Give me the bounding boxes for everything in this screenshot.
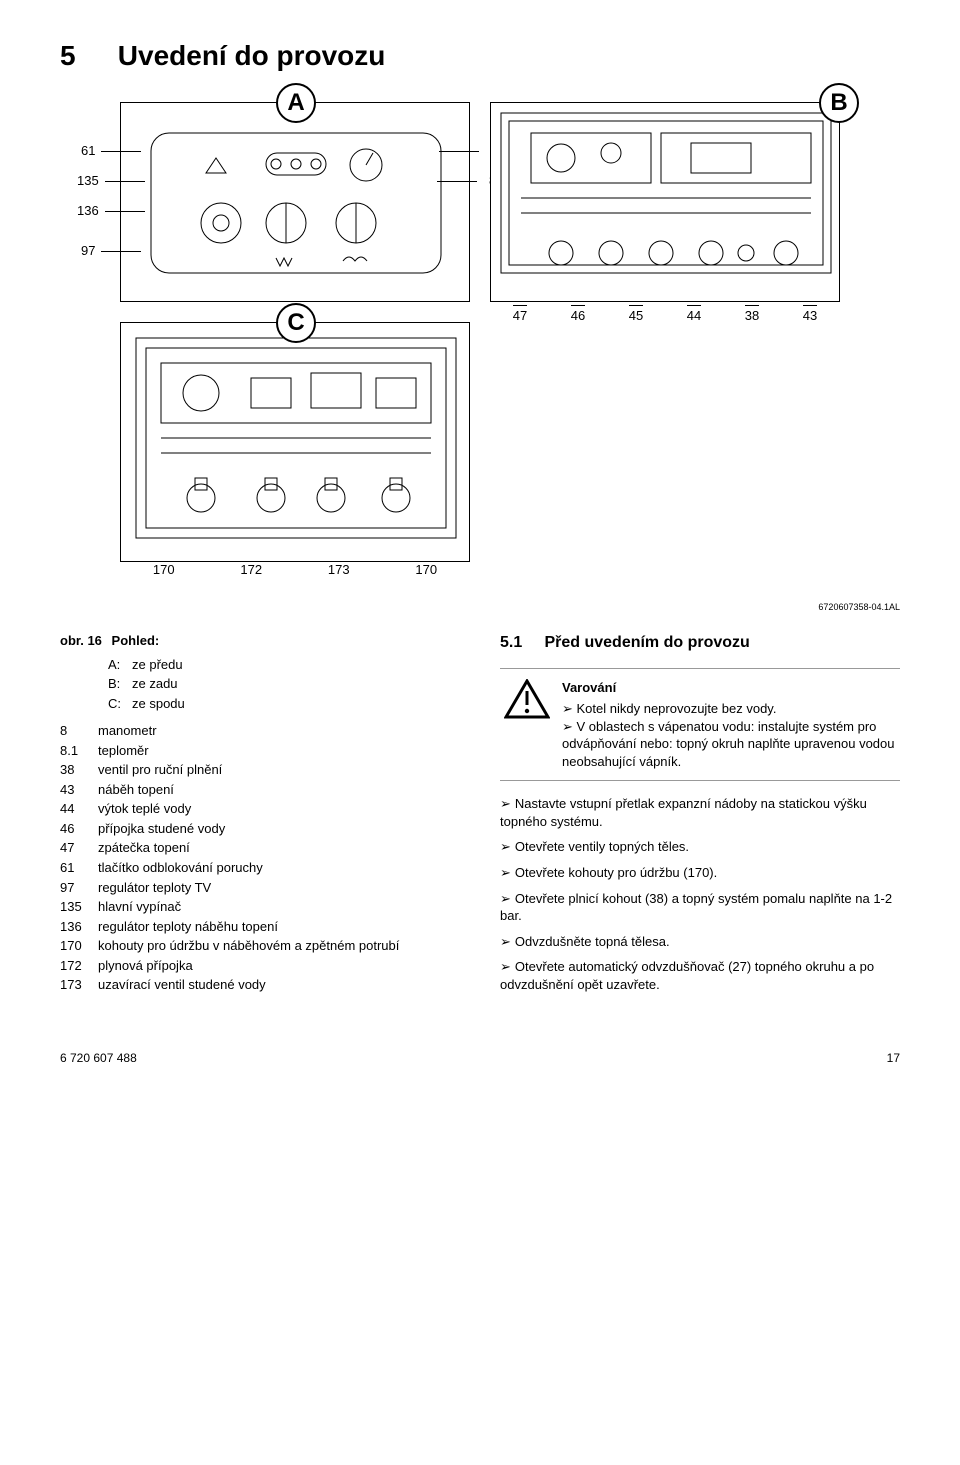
heading-number: 5 <box>60 40 110 72</box>
figure-a: A 61 135 136 97 8.1 8 <box>120 102 470 302</box>
legend-item: 43náběh topení <box>60 781 460 799</box>
legend-item: 61tlačítko odblokování poruchy <box>60 859 460 877</box>
callout-172: 172 <box>240 562 262 592</box>
legend-item: 97regulátor teploty TV <box>60 879 460 897</box>
legend-title: obr. 16 Pohled: <box>60 632 460 650</box>
legend-view-a: A:ze předu <box>108 656 460 674</box>
legend-column: obr. 16 Pohled: A:ze předu B:ze zadu C:z… <box>60 632 460 1001</box>
figure-b-svg <box>491 103 841 303</box>
warning-title: Varování <box>562 679 896 697</box>
step: Odvzdušněte topná tělesa. <box>500 933 900 951</box>
callout-47: 47 <box>513 305 527 323</box>
content-columns: obr. 16 Pohled: A:ze předu B:ze zadu C:z… <box>60 632 900 1001</box>
legend-list: 8manometr 8.1teploměr 38ventil pro ruční… <box>60 722 460 994</box>
callout-46: 46 <box>571 305 585 323</box>
figure-c-svg <box>121 323 471 563</box>
instructions-column: 5.1 Před uvedením do provozu Varování Ko… <box>500 632 900 1001</box>
step: Otevřete automatický odvzdušňovač (27) t… <box>500 958 900 993</box>
legend-item: 47zpátečka topení <box>60 839 460 857</box>
figure-c: C <box>120 322 470 562</box>
legend-item: 8.1teploměr <box>60 742 460 760</box>
warning-line: V oblastech s vápenatou vodu: instalujte… <box>562 718 896 771</box>
legend-item: 136regulátor teploty náběhu topení <box>60 918 460 936</box>
legend-item: 170kohouty pro údržbu v náběhovém a zpět… <box>60 937 460 955</box>
figure-c-label: C <box>276 303 316 343</box>
heading-title: Uvedení do provozu <box>118 40 386 71</box>
figure-b-callouts: 47 46 45 44 38 43 <box>491 305 839 323</box>
warning-line: Kotel nikdy neprovozujte bez vody. <box>562 700 896 718</box>
warning-content: Varování Kotel nikdy neprovozujte bez vo… <box>562 679 896 771</box>
callout-45: 45 <box>629 305 643 323</box>
figure-b-label: B <box>819 83 859 123</box>
legend-item: 173uzavírací ventil studené vody <box>60 976 460 994</box>
figure-a-svg <box>121 103 471 303</box>
legend-item: 44výtok teplé vody <box>60 800 460 818</box>
legend-item: 172plynová přípojka <box>60 957 460 975</box>
legend-item: 8manometr <box>60 722 460 740</box>
steps-list: Nastavte vstupní přetlak expanzní nádoby… <box>500 795 900 993</box>
callout-38: 38 <box>745 305 759 323</box>
step: Nastavte vstupní přetlak expanzní nádoby… <box>500 795 900 830</box>
step: Otevřete ventily topných těles. <box>500 838 900 856</box>
callout-43: 43 <box>803 305 817 323</box>
legend-item: 46přípojka studené vody <box>60 820 460 838</box>
page-heading: 5 Uvedení do provozu <box>60 40 900 72</box>
figure-reference-code: 6720607358-04.1AL <box>60 602 900 612</box>
legend-view-b: B:ze zadu <box>108 675 460 693</box>
callout-173: 173 <box>328 562 350 592</box>
callout-170b: 170 <box>415 562 437 592</box>
footer-doc-number: 6 720 607 488 <box>60 1051 137 1065</box>
page-footer: 6 720 607 488 17 <box>60 1051 900 1065</box>
callout-170a: 170 <box>153 562 175 592</box>
legend-item: 38ventil pro ruční plnění <box>60 761 460 779</box>
figure-a-label: A <box>276 83 316 123</box>
step: Otevřete kohouty pro údržbu (170). <box>500 864 900 882</box>
legend-item: 135hlavní vypínač <box>60 898 460 916</box>
legend-view-c: C:ze spodu <box>108 695 460 713</box>
figure-b: B 47 46 45 44 38 43 <box>490 102 840 302</box>
callout-44: 44 <box>687 305 701 323</box>
section-5-1-title: 5.1 Před uvedením do provozu <box>500 632 900 654</box>
footer-page-number: 17 <box>887 1051 900 1065</box>
step: Otevřete plnicí kohout (38) a topný syst… <box>500 890 900 925</box>
warning-box: Varování Kotel nikdy neprovozujte bez vo… <box>500 668 900 782</box>
figure-c-callouts: 170 172 173 170 <box>120 562 470 592</box>
figures-top-row: A 61 135 136 97 8.1 8 B <box>60 102 900 302</box>
warning-icon <box>504 679 550 719</box>
